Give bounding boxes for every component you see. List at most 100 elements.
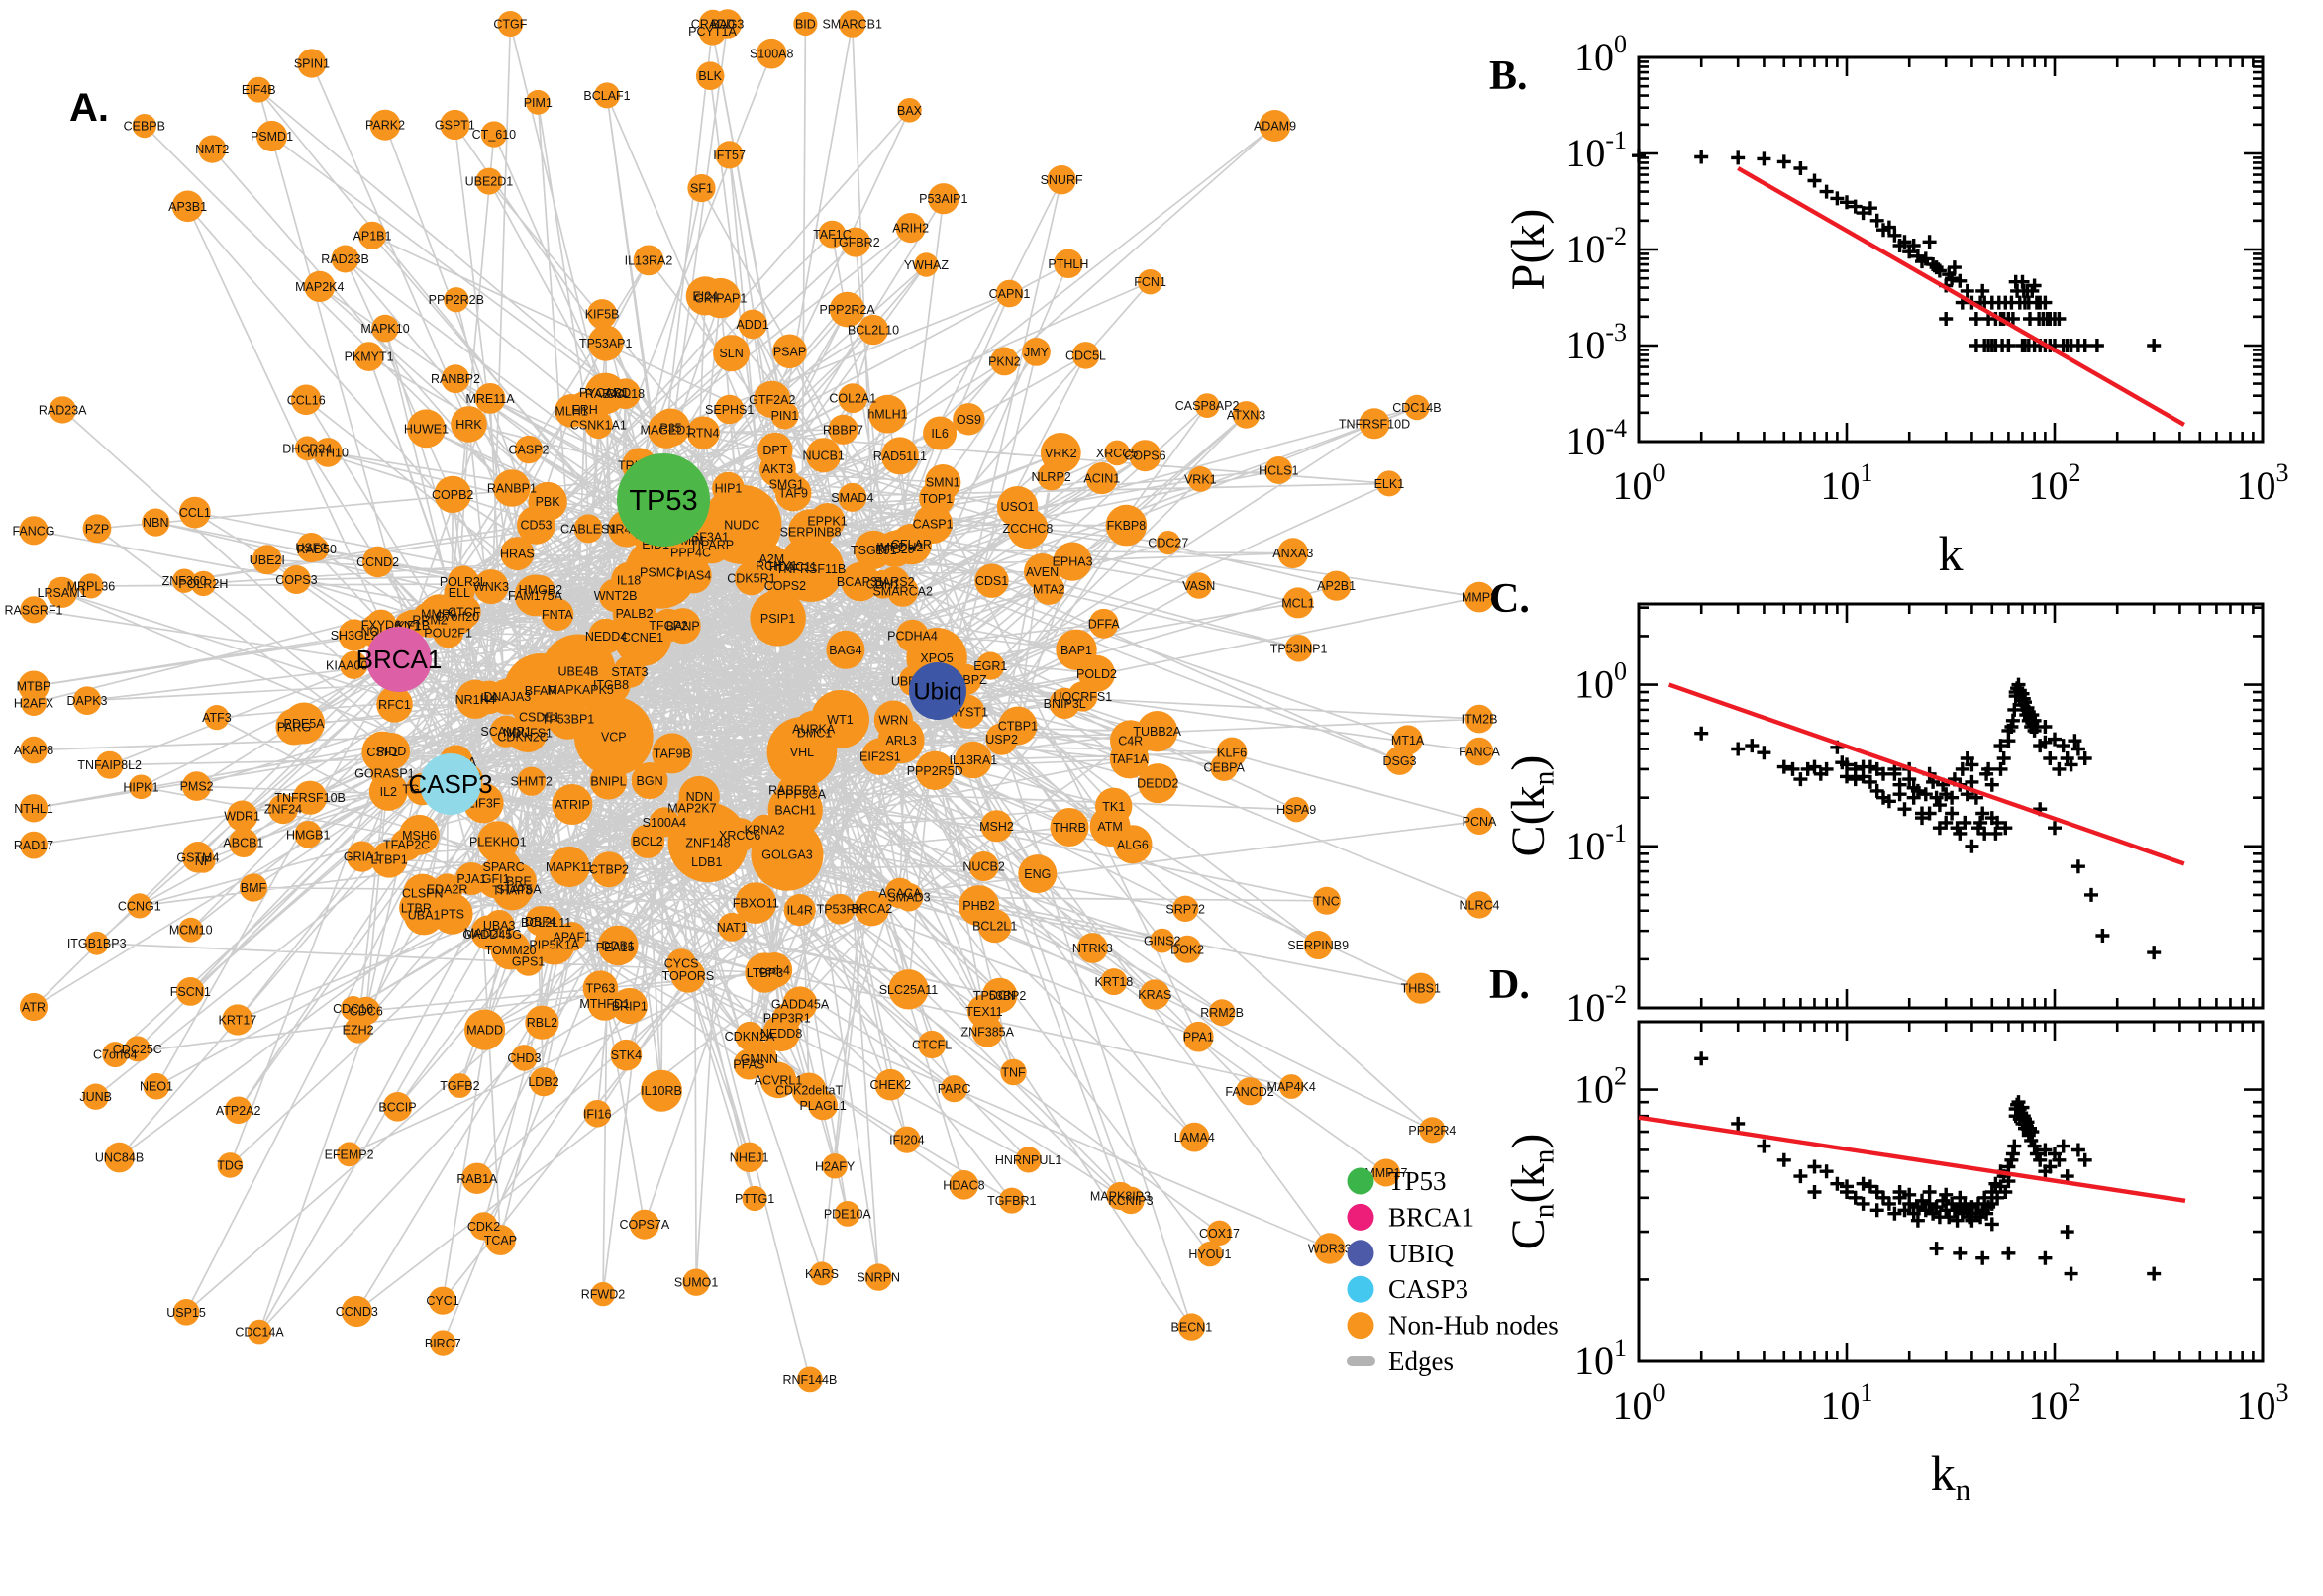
network-node-label: CDC5L: [1065, 349, 1106, 362]
network-node-label: XRCC6: [719, 829, 760, 843]
network-node-label: CDKN2A: [725, 1030, 775, 1044]
network-node-label: TP53INP1: [1270, 642, 1328, 655]
legend-label: TP53: [1388, 1166, 1447, 1196]
network-node-label: CAPN1: [989, 287, 1031, 301]
network-node-label: FAM175A: [508, 589, 563, 603]
network-node: [762, 1014, 800, 1052]
network-node-label: BAX: [897, 104, 923, 118]
network-node-label: KCNIP3: [1108, 1194, 1153, 1208]
network-node: [1404, 394, 1430, 421]
network-node: [428, 1286, 457, 1315]
network-node-label: RAB4A: [585, 387, 627, 401]
network-node-label: NDUFS1: [503, 726, 553, 740]
network-node: [841, 561, 880, 602]
network-node-label: AVEN: [1026, 565, 1059, 579]
network-node-label: GADD45A: [771, 997, 830, 1011]
network-node-label: MAPKAPK5: [548, 683, 614, 697]
network-node-label: MAPK8IP3: [1090, 1190, 1151, 1204]
network-node-label: ERH: [571, 403, 597, 417]
network-node: [756, 38, 787, 69]
network-node-label: GRIPAP1: [694, 292, 747, 306]
network-node-label: NLRC4: [1460, 898, 1500, 912]
network-node-label: WDR1: [224, 810, 260, 824]
network-node: [102, 1042, 129, 1068]
legend-item-tp53: TP53: [1347, 1166, 1447, 1196]
network-node-label: GOLGA3: [761, 848, 812, 862]
network-node-label: CFLAR: [891, 538, 932, 551]
network-node-label: MMP9: [421, 608, 456, 622]
network-node: [998, 706, 1038, 746]
network-node-label: MTA2: [1033, 583, 1064, 597]
network-node: [473, 569, 509, 605]
network-node-label: PIP5K1A: [529, 938, 579, 951]
network-node: [1264, 456, 1293, 484]
network-node: [1022, 338, 1051, 366]
legend-swatch-circle: [1347, 1167, 1374, 1195]
network-node-label: SLC25A11: [879, 983, 939, 997]
network-node: [370, 841, 408, 878]
legend-item-non-hub-nodes: Non-Hub nodes: [1347, 1311, 1559, 1341]
network-node-label: PZP: [85, 522, 109, 536]
network-node: [182, 842, 214, 873]
network-node-label: P35: [659, 421, 681, 435]
hub-node-label: TP53: [629, 485, 697, 517]
network-node-label: STK4: [611, 1048, 642, 1062]
network-node-label: S100A4: [643, 816, 687, 830]
network-node-label: CDC16: [333, 1002, 373, 1016]
network-node: [824, 893, 856, 925]
network-node: [252, 545, 282, 575]
network-node: [313, 438, 343, 467]
network-node-label: PDE10A: [824, 1207, 872, 1221]
x-axis-title: kn: [1931, 1446, 1971, 1507]
network-node: [461, 1162, 493, 1195]
network-node-label: IL18: [617, 573, 641, 587]
network-node-label: COX17: [1199, 1227, 1240, 1241]
network-node: [534, 924, 575, 965]
network-node-label: XRCC5: [1096, 447, 1138, 460]
network-node-label: IL2: [380, 785, 397, 799]
network-node-label: MSH6: [402, 829, 437, 843]
network-node-label: CSDE1: [519, 711, 560, 725]
network-node-label: TAF9: [778, 487, 808, 501]
network-node: [854, 890, 890, 927]
network-node: [175, 977, 205, 1006]
network-node-label: PTS: [441, 907, 464, 921]
network-node-label: GSPT1: [435, 119, 475, 133]
network-node-label: PIAS4: [676, 569, 711, 583]
network-node: [337, 1142, 361, 1167]
network-node-label: TNFRSF10D: [1339, 417, 1410, 431]
network-node-label: CDC25C: [113, 1043, 162, 1056]
network-node: [1183, 1021, 1214, 1052]
network-node: [124, 1036, 151, 1062]
network-node: [897, 98, 922, 123]
network-node: [20, 736, 48, 764]
network-node: [296, 533, 327, 562]
network-node-label: EIF2S1: [859, 750, 901, 764]
hub-node-label: BRCA1: [356, 645, 443, 674]
network-node-label: STAT3: [611, 665, 648, 679]
network-node-label: SMN1: [926, 476, 960, 490]
network-node: [818, 220, 847, 249]
network-node: [229, 828, 258, 857]
network-node-label: PCYT1A: [688, 25, 737, 39]
network-node-label: HNRNPUL1: [995, 1153, 1061, 1167]
network-node: [1018, 854, 1058, 894]
network-node-label: AURKA: [792, 723, 836, 737]
network-node-label: SUMO1: [674, 1276, 719, 1290]
network-node: [503, 653, 578, 728]
network-node: [738, 309, 767, 340]
network-node: [858, 314, 889, 346]
network-node: [104, 1142, 135, 1173]
network-node-label: LAMA4: [1174, 1131, 1215, 1145]
network-node: [454, 862, 488, 895]
network-node-label: NMT2: [195, 143, 229, 156]
hub-node: [617, 453, 710, 547]
network-node-label: COPB2: [432, 488, 473, 502]
network-node: [1156, 531, 1180, 555]
network-node: [255, 120, 288, 152]
network-node-label: NAT1: [717, 921, 748, 935]
network-node: [172, 1299, 200, 1326]
network-node-label: UBA3: [483, 919, 516, 933]
y-axis-title: P(k): [1502, 209, 1555, 291]
network-node: [702, 484, 782, 564]
